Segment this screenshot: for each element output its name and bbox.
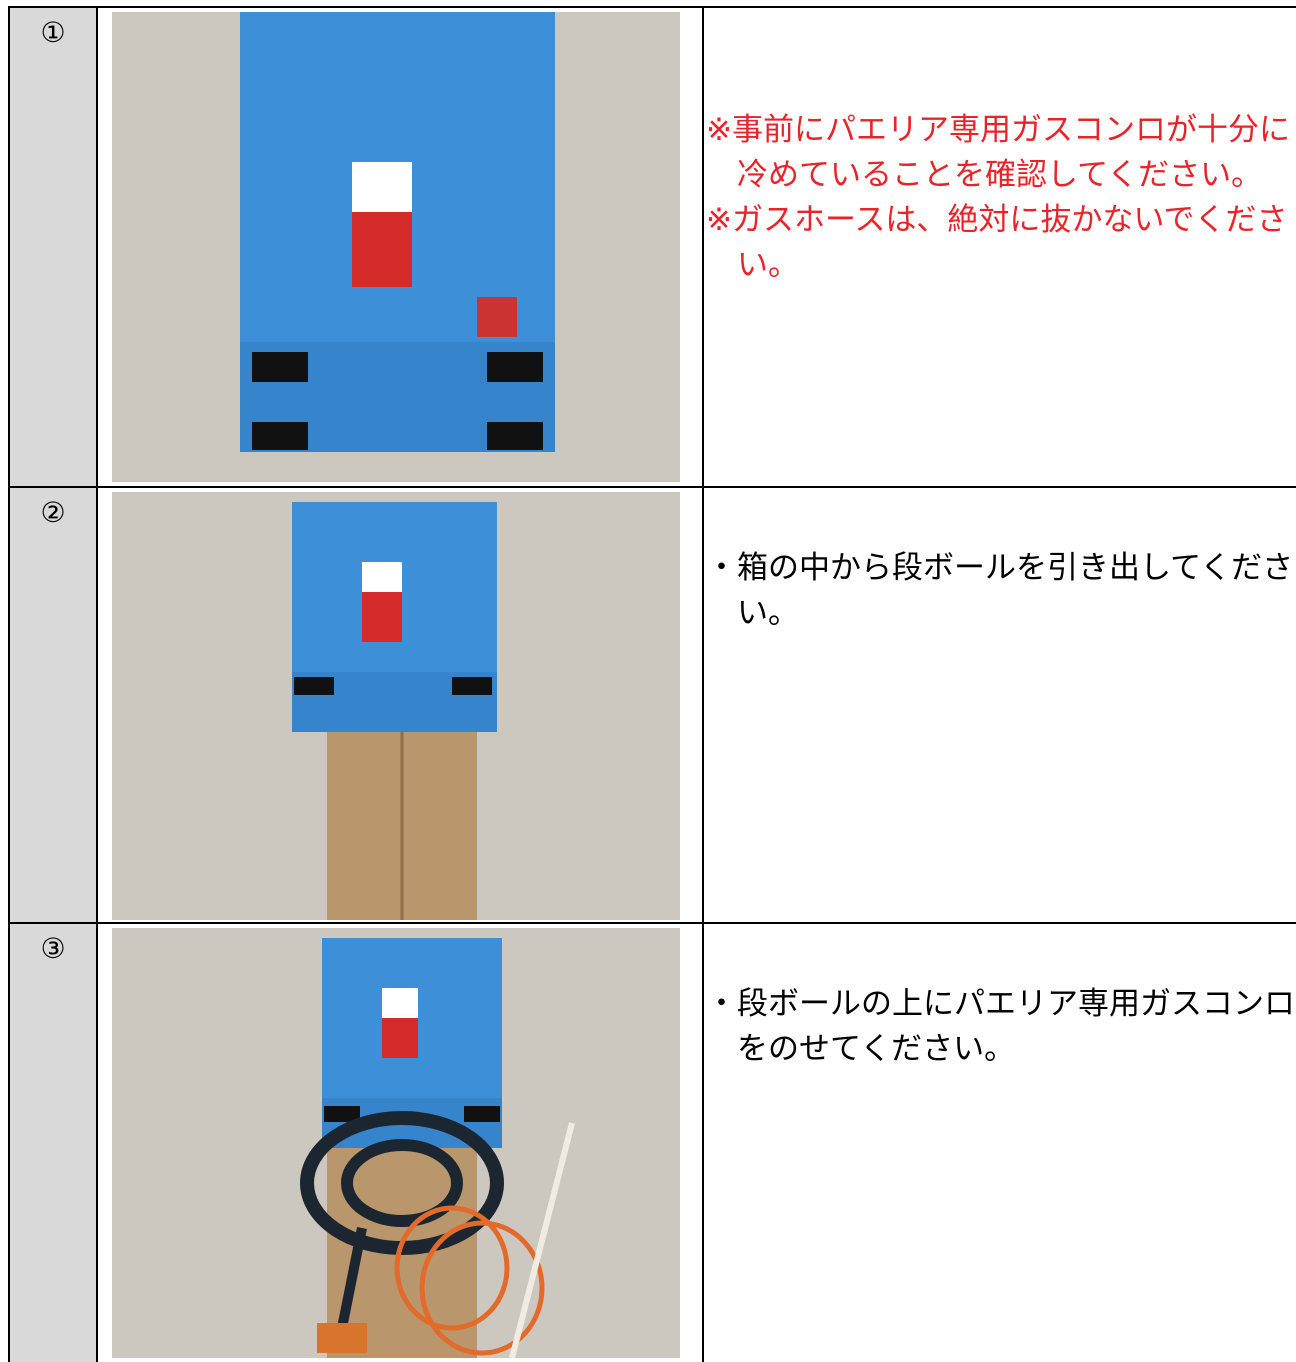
step-row: ② ・箱の中から段ボールを引き出してください。 [8,486,1296,924]
note: ・段ボールの上にパエリア専用ガスコンロをのせてください。 [706,986,1295,1067]
step-number: ① [8,8,98,488]
photo [112,928,680,1358]
notes-cell: ・段ボールの上にパエリア専用ガスコンロをのせてください。 [704,924,1296,1362]
step-row: ③ ・段ボールの上にパエリア専用ガスコンロをのせてください。 [8,922,1296,1362]
note: ・箱の中から段ボールを引き出してください。 [706,550,1294,631]
step-number: ③ [8,924,98,1362]
photo-cell [98,488,704,924]
note: ※事前にパエリア専用ガスコンロが十分に冷めていることを確認してください。 [706,112,1290,193]
step-number: ② [8,488,98,924]
notes-cell: ・箱の中から段ボールを引き出してください。 [704,488,1296,924]
photo-cell [98,924,704,1362]
notes-cell: ※事前にパエリア専用ガスコンロが十分に冷めていることを確認してください。 ※ガス… [704,8,1296,488]
photo [112,12,680,482]
photo [112,492,680,920]
photo-cell [98,8,704,488]
note: ※ガスホースは、絶対に抜かないでください。 [706,202,1288,283]
step-row: ① ※事前にパエリア専用ガスコンロが十分に冷めていることを確認してください。 ※… [8,6,1296,488]
